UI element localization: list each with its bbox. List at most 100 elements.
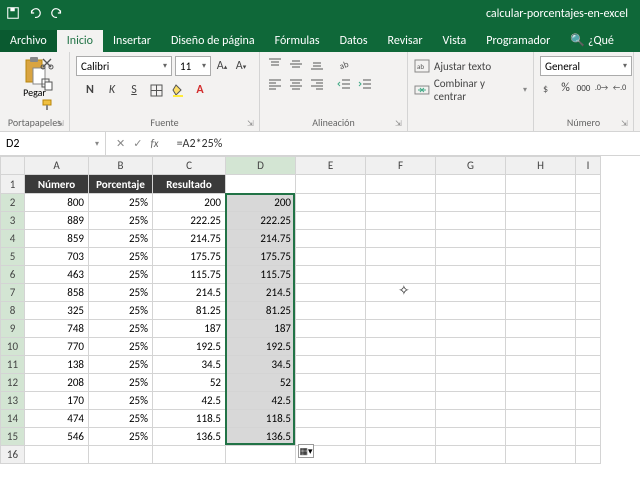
cell[interactable]: 25%: [89, 374, 153, 392]
undo-icon[interactable]: [28, 6, 42, 23]
cell[interactable]: 25%: [89, 230, 153, 248]
cell[interactable]: 34.5: [153, 356, 226, 374]
cell[interactable]: [89, 446, 153, 464]
cell[interactable]: 115.75: [153, 266, 226, 284]
tab-review[interactable]: Revisar: [378, 30, 433, 52]
align-center-icon[interactable]: [287, 76, 305, 92]
cell[interactable]: [296, 302, 366, 320]
table-header-cell[interactable]: Porcentaje: [89, 175, 153, 194]
cell[interactable]: [576, 446, 601, 464]
help-search[interactable]: 🔍 ¿Qué: [560, 29, 624, 52]
comma-icon[interactable]: 000: [576, 80, 591, 96]
name-box[interactable]: D2▾: [0, 132, 106, 155]
alignment-launcher-icon[interactable]: ⇲: [395, 119, 405, 129]
cell[interactable]: [153, 446, 226, 464]
cell[interactable]: [366, 248, 436, 266]
cell[interactable]: [366, 320, 436, 338]
cell[interactable]: [436, 284, 506, 302]
row-header[interactable]: 10: [1, 338, 25, 356]
cell[interactable]: [436, 248, 506, 266]
cell[interactable]: 208: [25, 374, 89, 392]
col-header[interactable]: D: [226, 157, 296, 175]
cell[interactable]: [506, 446, 576, 464]
cell[interactable]: 25%: [89, 212, 153, 230]
cell[interactable]: [576, 338, 601, 356]
cell[interactable]: [436, 446, 506, 464]
cell[interactable]: [366, 194, 436, 212]
cell[interactable]: 81.25: [153, 302, 226, 320]
cell[interactable]: [296, 230, 366, 248]
cell[interactable]: [576, 248, 601, 266]
col-header[interactable]: A: [25, 157, 89, 175]
cell[interactable]: [296, 392, 366, 410]
save-icon[interactable]: [6, 6, 20, 23]
cell[interactable]: 42.5: [226, 392, 296, 410]
cell[interactable]: 52: [226, 374, 296, 392]
cell[interactable]: 34.5: [226, 356, 296, 374]
cell[interactable]: 118.5: [226, 410, 296, 428]
align-right-icon[interactable]: [308, 76, 326, 92]
cell[interactable]: [576, 410, 601, 428]
cell[interactable]: 463: [25, 266, 89, 284]
tab-insert[interactable]: Insertar: [103, 30, 161, 52]
cell[interactable]: [576, 194, 601, 212]
enter-formula-icon[interactable]: ✓: [133, 137, 142, 150]
row-header[interactable]: 9: [1, 320, 25, 338]
increase-decimal-icon[interactable]: .0→: [594, 80, 609, 96]
cell[interactable]: 748: [25, 320, 89, 338]
cell[interactable]: [366, 266, 436, 284]
bold-button[interactable]: N: [82, 82, 98, 98]
cell[interactable]: [226, 446, 296, 464]
cell[interactable]: [296, 248, 366, 266]
shrink-font-icon[interactable]: A▾: [233, 58, 249, 74]
indent-decrease-icon[interactable]: [335, 76, 353, 92]
cell[interactable]: 200: [153, 194, 226, 212]
tab-developer[interactable]: Programador: [476, 30, 560, 52]
clipboard-launcher-icon[interactable]: ⇲: [57, 119, 67, 129]
cell[interactable]: 859: [25, 230, 89, 248]
cell[interactable]: [436, 392, 506, 410]
table-header-cell[interactable]: Número: [25, 175, 89, 194]
cell[interactable]: 222.25: [226, 212, 296, 230]
cell[interactable]: [506, 410, 576, 428]
cell[interactable]: [506, 175, 576, 194]
cell[interactable]: [576, 175, 601, 194]
cell[interactable]: [366, 446, 436, 464]
cell[interactable]: [436, 428, 506, 446]
cell[interactable]: [576, 392, 601, 410]
copy-icon[interactable]: [40, 77, 54, 94]
cell[interactable]: [576, 230, 601, 248]
cell[interactable]: 52: [153, 374, 226, 392]
cell[interactable]: [436, 194, 506, 212]
cell[interactable]: 214.75: [153, 230, 226, 248]
formula-input[interactable]: =A2*25%: [177, 137, 223, 151]
cell[interactable]: 81.25: [226, 302, 296, 320]
cell[interactable]: [296, 356, 366, 374]
cell[interactable]: 25%: [89, 320, 153, 338]
font-launcher-icon[interactable]: ⇲: [247, 119, 257, 129]
number-format-combo[interactable]: General▾: [540, 56, 632, 76]
cell[interactable]: 187: [226, 320, 296, 338]
row-header[interactable]: 3: [1, 212, 25, 230]
cell[interactable]: [436, 212, 506, 230]
cell[interactable]: [506, 392, 576, 410]
tab-data[interactable]: Datos: [330, 30, 378, 52]
cell[interactable]: 118.5: [153, 410, 226, 428]
cell[interactable]: [366, 392, 436, 410]
cell[interactable]: 136.5: [153, 428, 226, 446]
row-header[interactable]: 14: [1, 410, 25, 428]
cell[interactable]: [506, 230, 576, 248]
cell[interactable]: [436, 320, 506, 338]
row-header[interactable]: 16: [1, 446, 25, 464]
cell[interactable]: 325: [25, 302, 89, 320]
cell[interactable]: [506, 320, 576, 338]
cell[interactable]: [506, 428, 576, 446]
col-header[interactable]: I: [576, 157, 601, 175]
cell[interactable]: [296, 374, 366, 392]
cell[interactable]: 214.75: [226, 230, 296, 248]
table-header-cell[interactable]: Resultado: [153, 175, 226, 194]
cell[interactable]: [436, 374, 506, 392]
borders-icon[interactable]: [148, 82, 164, 98]
decrease-decimal-icon[interactable]: ←.0: [612, 80, 627, 96]
cell[interactable]: [436, 175, 506, 194]
